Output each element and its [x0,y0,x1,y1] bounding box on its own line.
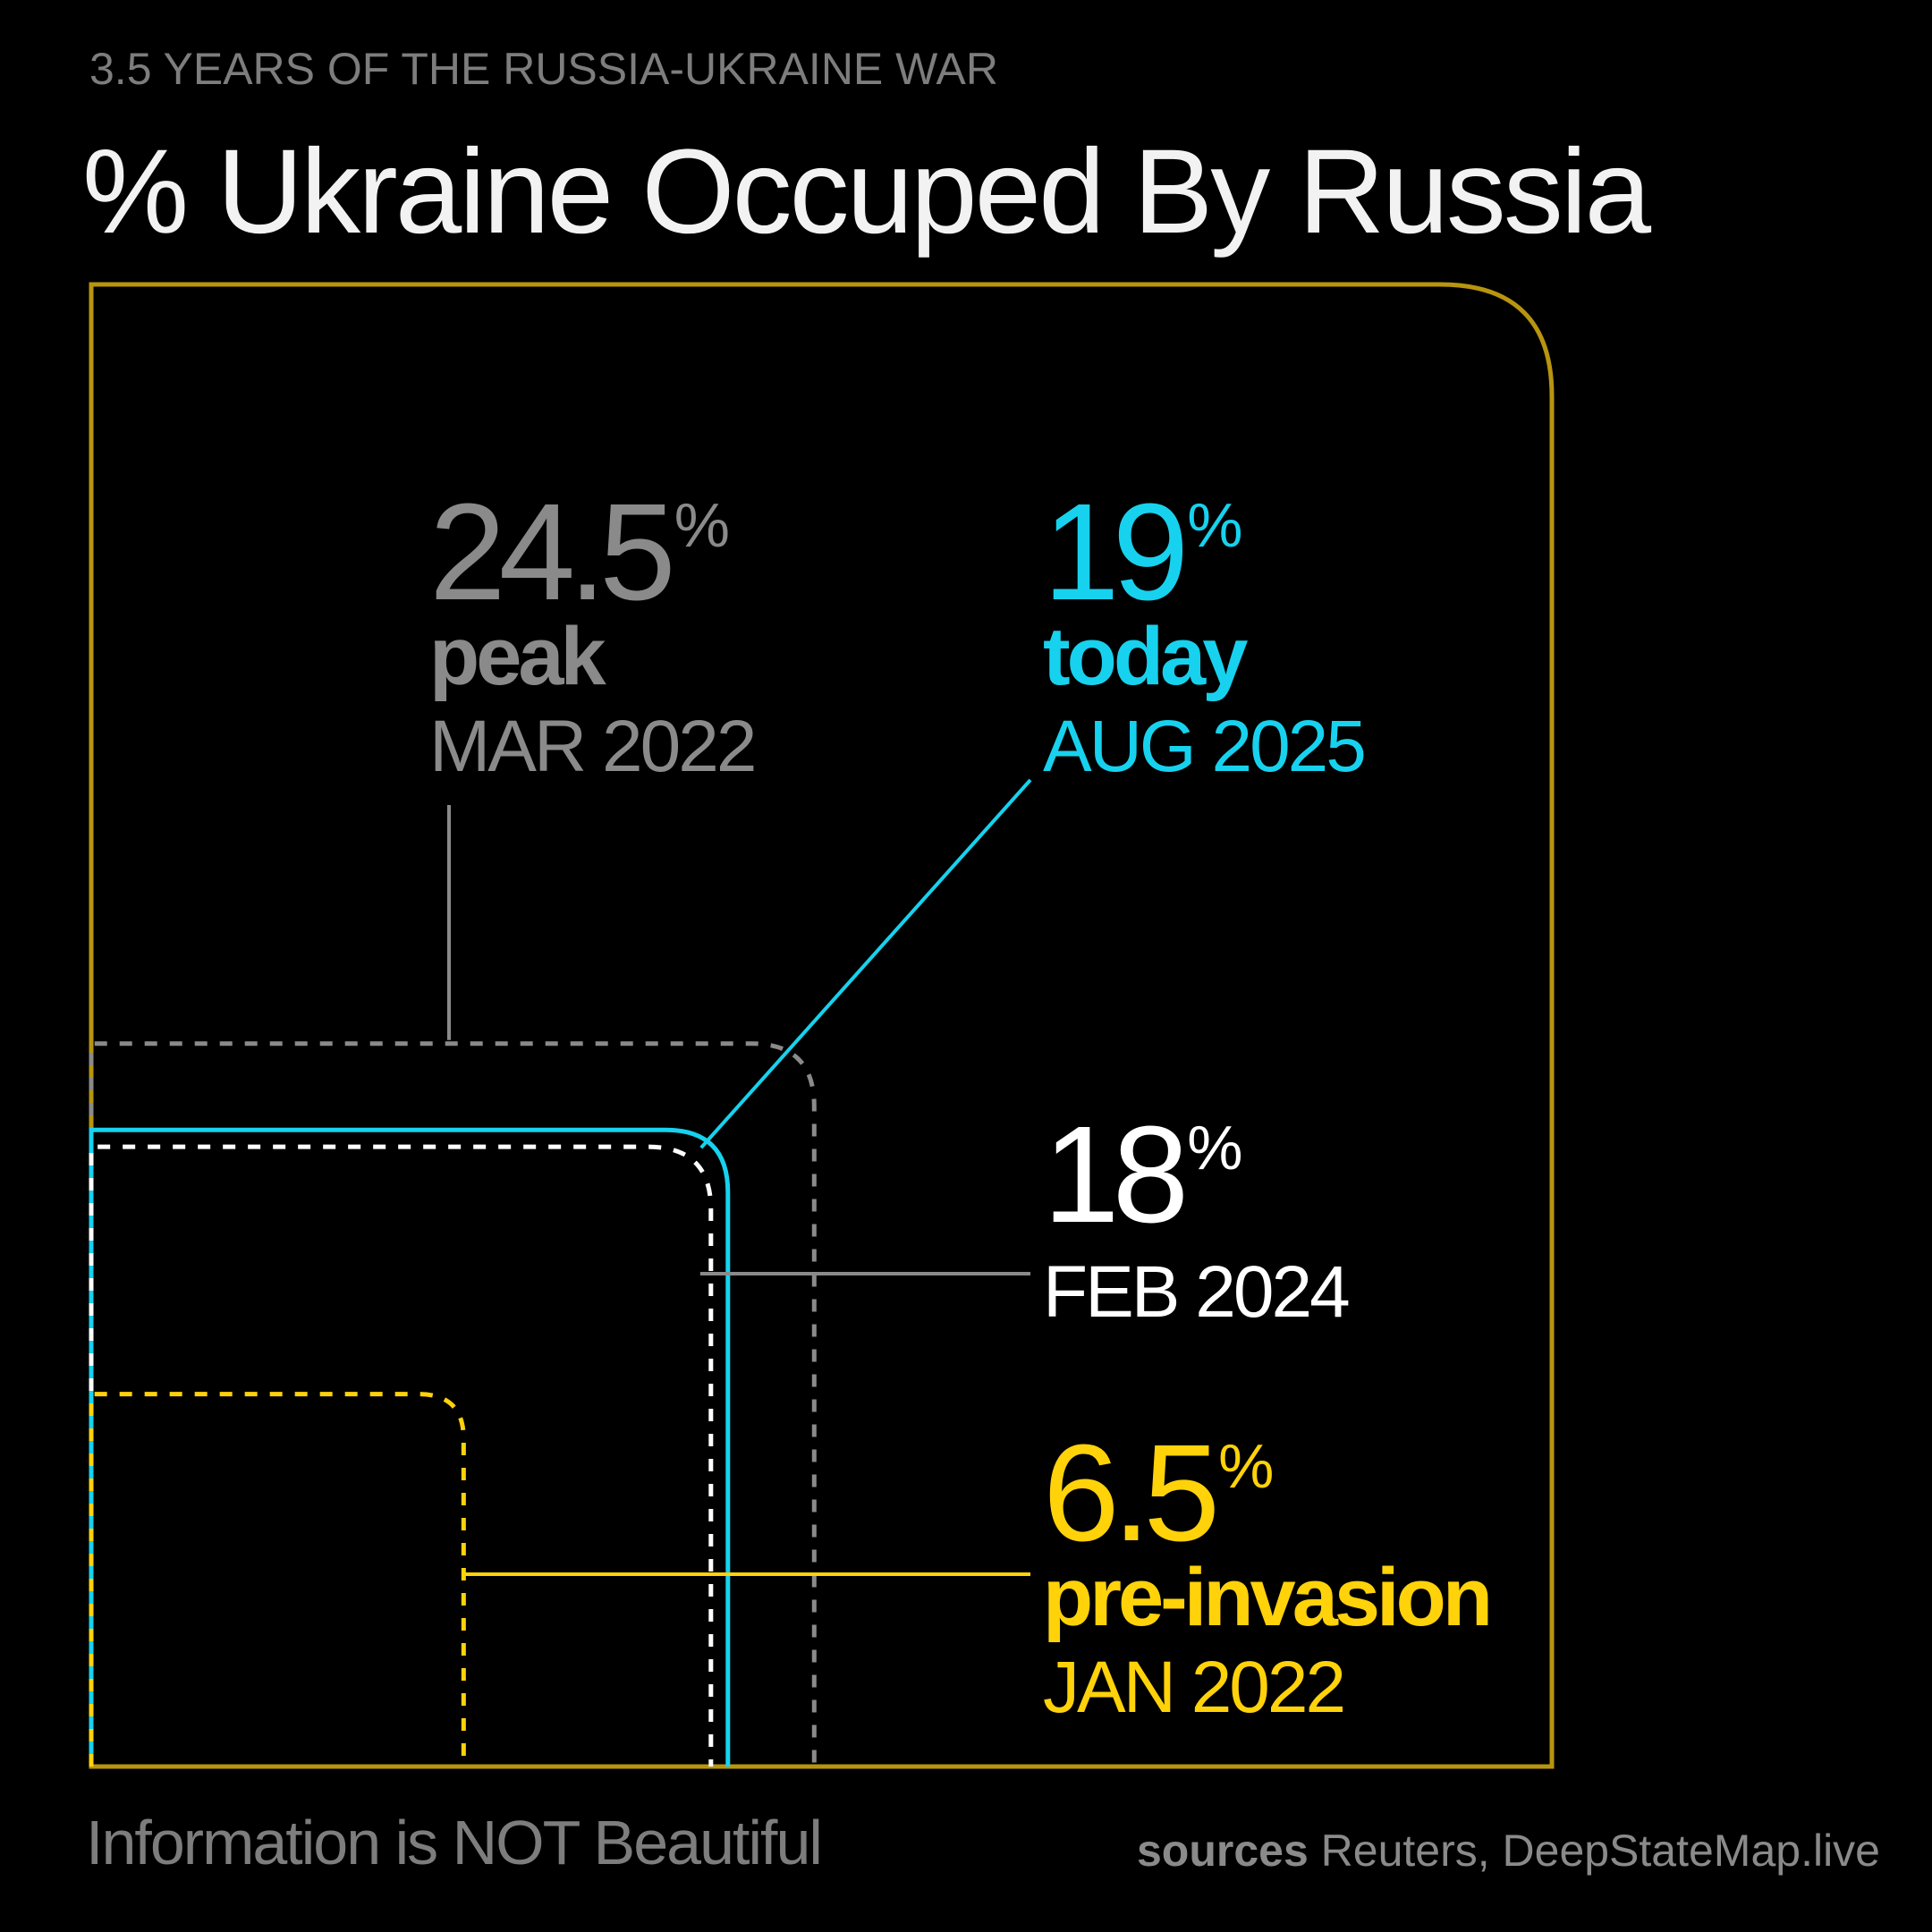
date-peak: MAR 2022 [429,706,757,787]
chart-kicker: 3.5 YEARS OF THE RUSSIA-UKRAINE WAR [89,44,998,94]
label-peak: 24.5% peak MAR 2022 [429,483,757,787]
unit-pre-invasion: % [1218,1431,1275,1501]
unit-peak: % [674,490,730,560]
sources-label: sources [1136,1826,1309,1876]
brand-credit: Information is NOT Beautiful [86,1808,823,1877]
leader-today [699,778,1032,1149]
area-pre_invasion [89,1392,466,1767]
label-today: 19% today AUG 2025 [1043,483,1367,787]
area-today [89,1127,731,1767]
area-peak [89,1041,817,1767]
word-pre-invasion: pre-invasion [1043,1552,1493,1643]
value-peak: 24.5 [429,475,676,629]
date-feb2024: FEB 2024 [1043,1251,1351,1333]
value-pre-invasion: 6.5 [1043,1416,1220,1570]
date-today: AUG 2025 [1043,706,1367,787]
unit-feb2024: % [1187,1113,1243,1182]
chart-title: % Ukraine Occuped By Russia [82,125,1651,258]
sources-note: sources Reuters, DeepStateMap.live [1137,1825,1880,1877]
value-today: 19 [1043,475,1189,629]
value-feb2024: 18 [1043,1097,1189,1251]
unit-today: % [1187,490,1243,560]
word-peak: peak [429,611,606,702]
label-pre-invasion: 6.5% pre-invasion JAN 2022 [1043,1424,1493,1728]
sources-text: Reuters, DeepStateMap.live [1320,1826,1880,1876]
area-feb2024 [89,1144,714,1767]
date-pre-invasion: JAN 2022 [1043,1647,1346,1728]
label-feb2024: 18% FEB 2024 [1043,1106,1351,1333]
total-ukraine-frame [89,282,1555,1769]
word-today: today [1043,611,1248,702]
